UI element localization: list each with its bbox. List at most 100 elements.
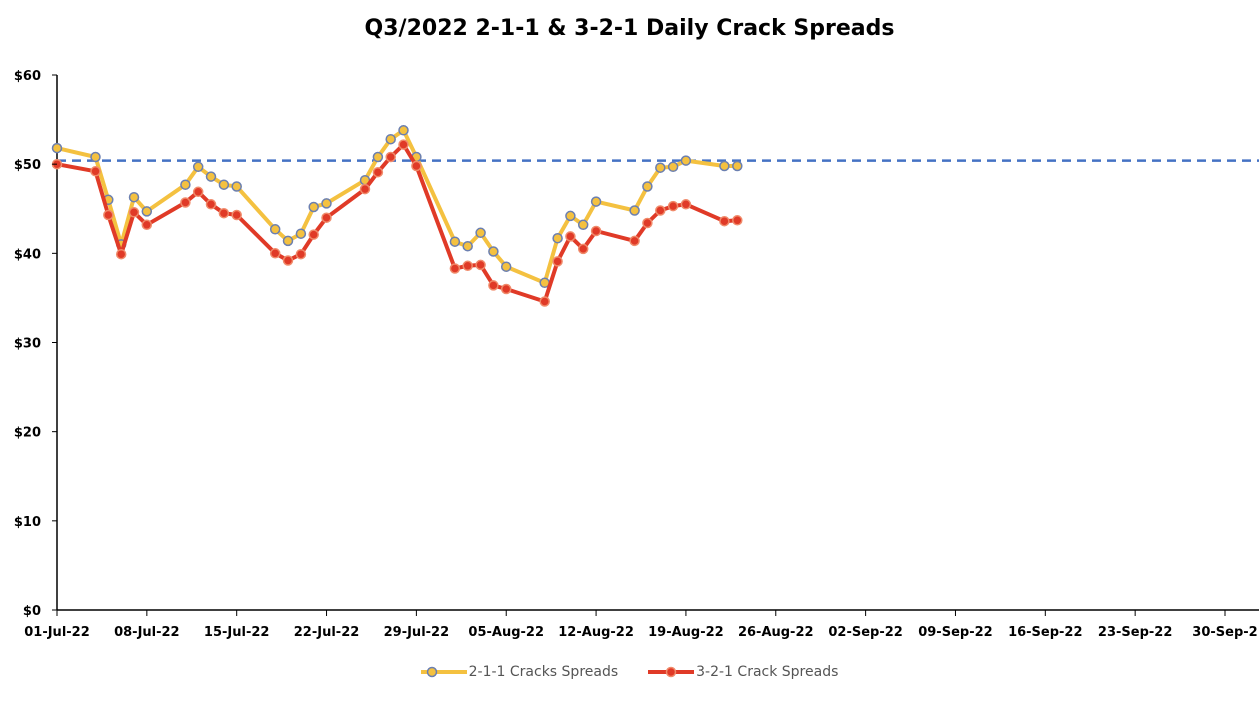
data-point [732, 160, 743, 172]
legend-item-2-1-1: 2-1-1 Cracks Spreads [420, 664, 619, 680]
data-point [295, 248, 307, 260]
data-point [128, 207, 140, 218]
y-tick-label: $40 [14, 247, 41, 262]
data-point [231, 209, 242, 221]
data-point [385, 151, 396, 163]
data-point [282, 235, 294, 247]
y-axis-ticks: $0 $10 $20 $30 $40 $50 $60 [14, 69, 57, 619]
data-point [449, 236, 461, 247]
data-point [180, 197, 191, 208]
data-point [192, 186, 204, 198]
data-point [552, 232, 563, 244]
y-tick-label: $60 [14, 69, 41, 84]
axes [56, 75, 1259, 611]
data-point [680, 199, 692, 210]
series-line [56, 142, 738, 304]
data-point [629, 205, 640, 216]
data-point [321, 212, 332, 223]
data-point [475, 259, 486, 271]
data-point [90, 166, 101, 177]
data-point [321, 198, 332, 209]
series-2-1-1 [51, 125, 743, 289]
series-3-2-1 [51, 139, 743, 307]
data-point [655, 205, 666, 216]
data-point [205, 171, 217, 182]
data-point [269, 224, 281, 235]
y-tick-label: $30 [14, 337, 41, 352]
legend-item-3-2-1: 3-2-1 Crack Spreads [648, 664, 838, 680]
data-point [539, 296, 550, 307]
x-tick-label: 23-Sep-22 [1098, 625, 1172, 640]
data-point [115, 248, 127, 260]
legend: 2-1-1 Cracks Spreads 3-2-1 Crack Spreads [0, 664, 1259, 680]
x-tick-label: 30-Sep-2 [1192, 625, 1257, 640]
x-tick-label: 05-Aug-22 [468, 625, 544, 640]
legend-swatch-3-2-1 [648, 666, 695, 678]
x-tick-label: 15-Jul-22 [204, 625, 270, 640]
x-tick-label: 09-Sep-22 [918, 625, 992, 640]
data-point [680, 155, 692, 166]
y-tick-label: $0 [23, 604, 41, 619]
data-point [282, 255, 294, 266]
data-point [205, 199, 217, 210]
data-point [269, 248, 281, 259]
chart-title: Q3/2022 2-1-1 & 3-2-1 Daily Crack Spread… [364, 16, 895, 41]
data-point [141, 219, 153, 231]
data-point [385, 133, 396, 145]
x-tick-label: 12-Aug-22 [558, 625, 634, 640]
data-point [642, 217, 653, 229]
data-point [475, 227, 486, 239]
data-point [577, 219, 589, 231]
data-point [128, 191, 140, 203]
y-tick-label: $10 [14, 515, 41, 530]
data-point [590, 225, 602, 237]
data-point [359, 183, 371, 195]
data-point [192, 161, 204, 173]
data-point [449, 263, 461, 274]
data-point [719, 215, 730, 227]
legend-label-3-2-1: 3-2-1 Crack Spreads [696, 664, 839, 680]
data-point [590, 196, 602, 207]
series-layer [51, 125, 743, 307]
x-tick-label: 08-Jul-22 [114, 625, 180, 640]
data-point [90, 151, 101, 163]
x-tick-label: 26-Aug-22 [738, 625, 814, 640]
data-point [218, 179, 230, 190]
data-point [462, 260, 473, 272]
data-point [719, 160, 730, 172]
y-tick-label: $50 [14, 158, 41, 173]
data-point [642, 181, 653, 192]
x-tick-label: 29-Jul-22 [384, 625, 450, 640]
x-tick-label: 22-Jul-22 [294, 625, 360, 640]
data-point [141, 206, 153, 217]
x-tick-label: 01-Jul-22 [24, 625, 90, 640]
data-point [565, 231, 576, 242]
data-point [667, 161, 679, 173]
y-tick-label: $20 [14, 426, 41, 441]
data-point [411, 160, 422, 172]
data-point [565, 210, 576, 222]
data-point [667, 200, 679, 212]
data-point [629, 235, 640, 247]
x-tick-label: 16-Sep-22 [1008, 625, 1082, 640]
legend-swatch-2-1-1 [420, 666, 467, 678]
data-point [308, 201, 319, 213]
data-point [308, 229, 319, 240]
data-point [655, 162, 666, 173]
x-tick-label: 19-Aug-22 [648, 625, 724, 640]
x-tick-label: 02-Sep-22 [828, 625, 902, 640]
legend-label-2-1-1: 2-1-1 Cracks Spreads [468, 664, 619, 680]
data-point [732, 215, 743, 226]
data-point [103, 209, 114, 221]
data-point [488, 246, 499, 257]
data-point [372, 166, 384, 178]
data-point [180, 179, 191, 190]
data-point [372, 151, 384, 163]
data-point [500, 283, 512, 295]
data-point [295, 228, 307, 239]
data-point [398, 139, 409, 150]
data-point [231, 181, 242, 192]
x-axis-ticks: 01-Jul-22 08-Jul-22 15-Jul-22 22-Jul-22 29-J… [24, 610, 1258, 640]
data-point [218, 207, 230, 219]
